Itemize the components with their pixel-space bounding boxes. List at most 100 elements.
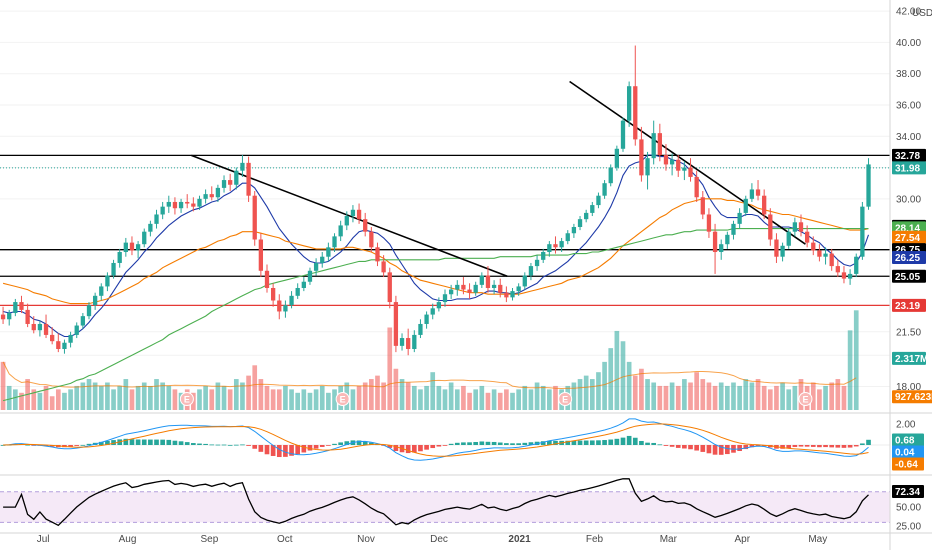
candle-body[interactable] — [688, 167, 693, 177]
earnings-marker[interactable] — [179, 392, 194, 406]
candle-body[interactable] — [277, 300, 282, 312]
candle-body[interactable] — [737, 212, 742, 224]
candle-body[interactable] — [111, 262, 116, 276]
candle-body[interactable] — [37, 323, 43, 331]
candle-body[interactable] — [559, 241, 564, 248]
earnings-marker[interactable] — [335, 392, 350, 406]
candle-body[interactable] — [80, 316, 86, 326]
candle-body[interactable] — [350, 209, 356, 217]
candle-body[interactable] — [258, 239, 264, 271]
candle-body[interactable] — [332, 236, 337, 248]
candle-body[interactable] — [50, 334, 55, 342]
candle-body[interactable] — [768, 214, 773, 240]
candle-body[interactable] — [228, 180, 233, 185]
candle-body[interactable] — [62, 342, 67, 349]
candle-body[interactable] — [191, 203, 196, 207]
candle-body[interactable] — [676, 159, 681, 171]
candle-body[interactable] — [792, 222, 798, 232]
candle-body[interactable] — [694, 176, 699, 198]
candle-body[interactable] — [338, 225, 343, 237]
candle-body[interactable] — [313, 262, 319, 271]
candle-body[interactable] — [129, 242, 135, 251]
candle-body[interactable] — [541, 252, 546, 260]
candle-body[interactable] — [154, 214, 159, 224]
candle-body[interactable] — [56, 341, 61, 349]
candle-body[interactable] — [92, 295, 98, 306]
candle-body[interactable] — [786, 231, 791, 246]
candle-body[interactable] — [0, 314, 6, 320]
candle-body[interactable] — [657, 133, 662, 156]
candle-body[interactable] — [633, 86, 638, 140]
candle-body[interactable] — [289, 295, 294, 306]
candle-body[interactable] — [620, 120, 626, 149]
candle-body[interactable] — [283, 305, 288, 312]
candle-body[interactable] — [639, 139, 644, 176]
trendline[interactable] — [191, 154, 508, 278]
candle-body[interactable] — [86, 305, 92, 317]
candle-body[interactable] — [565, 233, 570, 242]
candle-body[interactable] — [700, 197, 705, 215]
candle-body[interactable] — [264, 270, 270, 288]
candle-body[interactable] — [117, 252, 122, 263]
candle-body[interactable] — [215, 187, 221, 198]
candle-body[interactable] — [25, 309, 30, 324]
candle-body[interactable] — [307, 270, 313, 282]
candle-body[interactable] — [270, 287, 276, 301]
candle-body[interactable] — [823, 253, 828, 257]
candle-body[interactable] — [455, 284, 460, 290]
earnings-marker[interactable] — [558, 392, 573, 406]
candle-body[interactable] — [473, 284, 478, 293]
candle-body[interactable] — [860, 206, 865, 257]
candle-body[interactable] — [755, 189, 761, 196]
candle-body[interactable] — [320, 256, 325, 263]
candle-body[interactable] — [528, 266, 534, 276]
candle-body[interactable] — [7, 313, 12, 320]
candle-body[interactable] — [406, 338, 411, 349]
candle-body[interactable] — [424, 314, 429, 324]
candle-body[interactable] — [651, 133, 656, 159]
candle-body[interactable] — [829, 253, 834, 267]
candle-body[interactable] — [547, 244, 552, 253]
candle-body[interactable] — [841, 272, 847, 279]
candle-body[interactable] — [780, 245, 785, 257]
candle-body[interactable] — [418, 323, 423, 335]
candle-body[interactable] — [203, 194, 208, 199]
candle-body[interactable] — [399, 338, 405, 346]
candle-body[interactable] — [614, 148, 620, 168]
candle-body[interactable] — [516, 286, 521, 292]
candle-body[interactable] — [19, 302, 24, 310]
candle-body[interactable] — [731, 223, 736, 235]
candle-body[interactable] — [148, 223, 153, 232]
trendline[interactable] — [569, 80, 806, 245]
candle-body[interactable] — [356, 209, 362, 220]
candle-body[interactable] — [762, 195, 767, 215]
candle-body[interactable] — [442, 294, 448, 303]
candle-body[interactable] — [608, 167, 613, 184]
candle-body[interactable] — [209, 194, 214, 198]
candle-body[interactable] — [461, 284, 466, 290]
candle-body[interactable] — [436, 302, 442, 309]
candle-body[interactable] — [430, 308, 435, 315]
candle-body[interactable] — [706, 214, 712, 232]
candle-body[interactable] — [369, 231, 374, 248]
candle-body[interactable] — [240, 162, 245, 171]
candle-body[interactable] — [577, 219, 583, 227]
candle-body[interactable] — [590, 205, 595, 213]
candle-body[interactable] — [498, 284, 503, 293]
candle-body[interactable] — [485, 275, 491, 288]
candle-body[interactable] — [504, 292, 509, 298]
candle-body[interactable] — [412, 334, 417, 349]
candle-body[interactable] — [13, 302, 18, 314]
candle-body[interactable] — [326, 247, 331, 257]
candle-body[interactable] — [246, 162, 251, 196]
candle-body[interactable] — [301, 281, 306, 288]
candle-body[interactable] — [344, 216, 349, 226]
candle-body[interactable] — [584, 212, 589, 220]
candle-body[interactable] — [172, 201, 178, 209]
candle-body[interactable] — [645, 158, 650, 176]
candle-body[interactable] — [393, 302, 399, 346]
candle-body[interactable] — [719, 244, 724, 253]
candle-body[interactable] — [381, 261, 386, 273]
